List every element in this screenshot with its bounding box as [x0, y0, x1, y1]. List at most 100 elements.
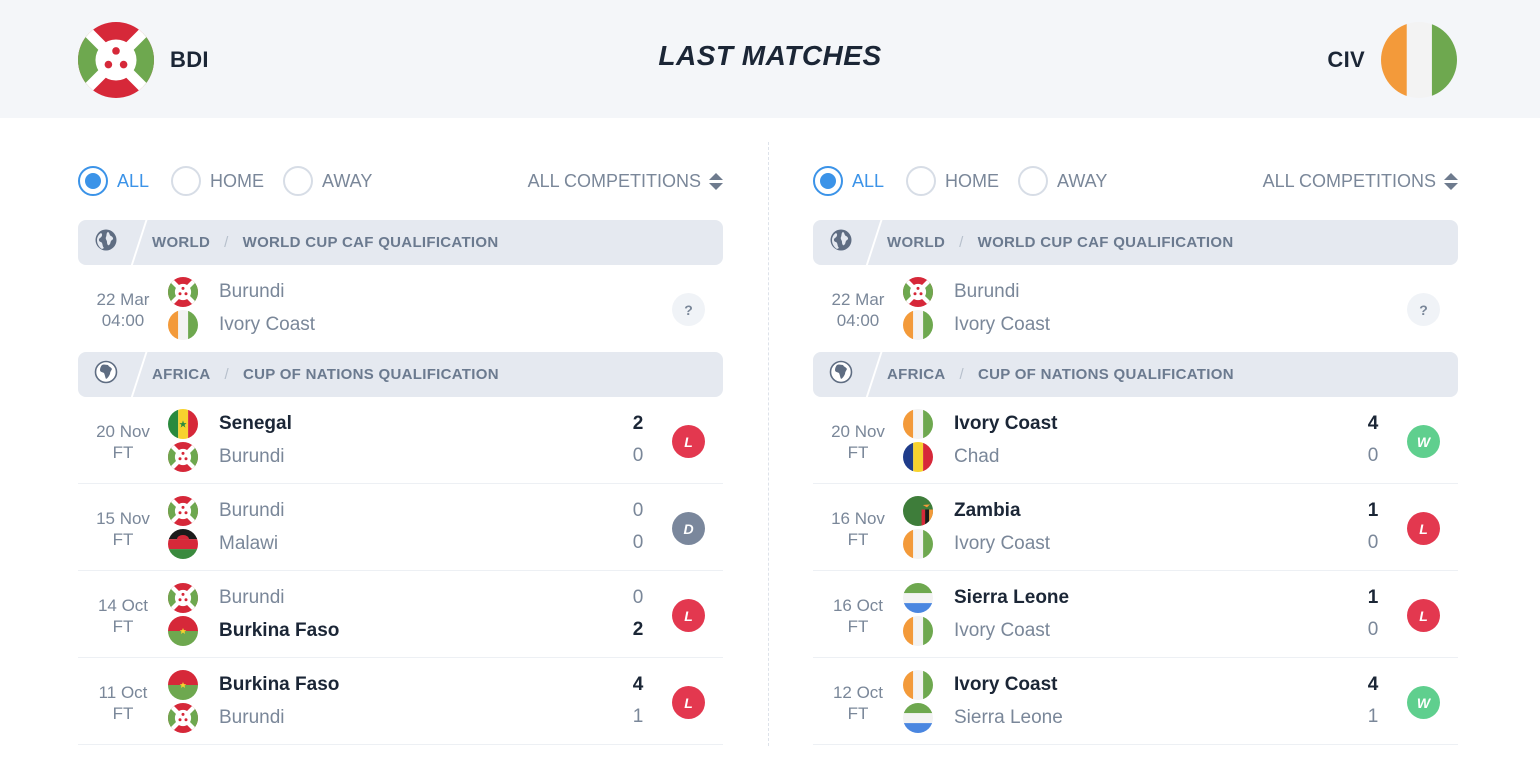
match-team-2: Burkina Faso [168, 616, 339, 646]
match-list-africa: 20 Nov FT Senegal Burundi 2 0 L 15 Nov FT … [78, 397, 723, 745]
match-row[interactable]: 15 Nov FT Burundi Malawi 0 0 D [78, 484, 723, 571]
match-filters: ALL HOME AWAY ALL COMPETITIONS [78, 140, 723, 220]
competition-header-world[interactable]: WORLD / WORLD CUP CAF QUALIFICATION [813, 220, 1458, 265]
away-last-matches-panel: ALL HOME AWAY ALL COMPETITIONS WORLD / W… [813, 140, 1458, 745]
team-1-score: 1 [1367, 587, 1379, 608]
match-team-2: Ivory Coast [903, 616, 1050, 646]
ivory-coast-flag-icon [903, 670, 933, 700]
sort-arrows-icon [1444, 173, 1458, 190]
match-team-2: Malawi [168, 529, 278, 559]
match-row[interactable]: 12 Oct FT Ivory Coast Sierra Leone 4 1 W [813, 658, 1458, 745]
match-date: 20 Nov FT [831, 422, 885, 462]
team-name: Ivory Coast [954, 533, 1051, 554]
competition-select[interactable]: ALL COMPETITIONS [1263, 171, 1458, 192]
team-1-score: 4 [632, 674, 644, 695]
sierra-leone-flag-icon [903, 703, 933, 733]
away-team[interactable]: CIV [1327, 22, 1457, 98]
match-date: 12 Oct FT [832, 683, 884, 723]
competition-region: AFRICA [152, 366, 211, 383]
result-badge: D [672, 512, 705, 545]
filter-away-label: AWAY [322, 170, 373, 191]
team-1-score: 0 [632, 587, 644, 608]
team-name: Burundi [219, 281, 285, 302]
radio-circle[interactable] [813, 166, 843, 196]
result-badge: L [672, 686, 705, 719]
team-name: Ivory Coast [219, 314, 316, 335]
competition-region: WORLD [887, 234, 946, 251]
senegal-flag-icon [168, 409, 198, 439]
result-badge: W [1407, 686, 1440, 719]
match-date: 11 Oct FT [98, 683, 148, 723]
team-name: Burundi [219, 707, 285, 728]
match-list-world: 22 Mar 04:00 Burundi Ivory Coast ? [78, 265, 723, 352]
filter-home-label: HOME [210, 170, 264, 191]
match-date: 16 Oct FT [832, 596, 884, 636]
competition-header-africa[interactable]: AFRICA / CUP OF NATIONS QUALIFICATION [813, 352, 1458, 397]
burundi-flag-icon [78, 22, 154, 98]
team-name: Chad [954, 446, 1000, 467]
radio-circle[interactable] [906, 166, 936, 196]
match-team-1: Burundi [168, 583, 285, 613]
team-name: Burundi [219, 446, 285, 467]
competition-header-world[interactable]: WORLD / WORLD CUP CAF QUALIFICATION [78, 220, 723, 265]
radio-circle[interactable] [78, 166, 108, 196]
team-name: Senegal [219, 413, 292, 434]
team-name: Ivory Coast [954, 620, 1051, 641]
team-name: Burkina Faso [219, 674, 340, 695]
team-2-score: 0 [632, 532, 644, 553]
result-badge: L [1407, 512, 1440, 545]
competition-header-africa[interactable]: AFRICA / CUP OF NATIONS QUALIFICATION [78, 352, 723, 397]
result-badge: L [672, 599, 705, 632]
competition-select[interactable]: ALL COMPETITIONS [528, 171, 723, 192]
match-date: 22 Mar 04:00 [96, 290, 150, 330]
radio-circle[interactable] [1018, 166, 1048, 196]
match-row[interactable]: 22 Mar 04:00 Burundi Ivory Coast ? [78, 265, 723, 352]
match-date: 20 Nov FT [96, 422, 150, 462]
sort-arrows-icon [709, 173, 723, 190]
match-date: 22 Mar 04:00 [831, 290, 885, 330]
match-row[interactable]: 22 Mar 04:00 Burundi Ivory Coast ? [813, 265, 1458, 352]
match-team-1: Burundi [168, 277, 285, 307]
team-2-score: 2 [632, 619, 644, 640]
match-team-1: Burundi [168, 496, 285, 526]
team-name: Burundi [954, 281, 1020, 302]
radio-circle[interactable] [283, 166, 313, 196]
home-team-code: BDI [170, 47, 209, 72]
filter-all-radio[interactable]: ALL [78, 166, 149, 196]
home-team[interactable]: BDI [78, 22, 209, 98]
burundi-flag-icon [168, 703, 198, 733]
match-row[interactable]: 20 Nov FT Ivory Coast Chad 4 0 W [813, 397, 1458, 484]
team-2-score: 0 [1367, 532, 1379, 553]
filter-home-radio[interactable]: HOME [171, 166, 264, 196]
filter-all-radio[interactable]: ALL [813, 166, 884, 196]
ivory-coast-flag-icon [168, 310, 198, 340]
away-team-code: CIV [1327, 47, 1365, 72]
match-team-2: Ivory Coast [903, 529, 1050, 559]
competition-select-label: ALL COMPETITIONS [527, 171, 701, 191]
match-row[interactable]: 16 Oct FT Sierra Leone Ivory Coast 1 0 L [813, 571, 1458, 658]
result-badge: ? [1407, 293, 1440, 326]
competition-select-label: ALL COMPETITIONS [1262, 171, 1436, 191]
match-row[interactable]: 11 Oct FT Burkina Faso Burundi 4 1 L [78, 658, 723, 745]
filter-away-radio[interactable]: AWAY [283, 166, 372, 196]
competition-region: AFRICA [887, 366, 946, 383]
match-team-2: Burundi [168, 442, 285, 472]
chad-flag-icon [903, 442, 933, 472]
competition-name: CUP OF NATIONS QUALIFICATION [242, 366, 499, 383]
match-row[interactable]: 20 Nov FT Senegal Burundi 2 0 L [78, 397, 723, 484]
burundi-flag-icon [168, 583, 198, 613]
burkina-faso-flag-icon [168, 670, 198, 700]
match-row[interactable]: 16 Nov FT Zambia Ivory Coast 1 0 L [813, 484, 1458, 571]
breadcrumb-separator: / [959, 366, 964, 383]
breadcrumb-separator: / [959, 234, 964, 251]
radio-circle[interactable] [171, 166, 201, 196]
filter-home-radio[interactable]: HOME [906, 166, 999, 196]
result-badge: W [1407, 425, 1440, 458]
filter-away-radio[interactable]: AWAY [1018, 166, 1107, 196]
match-team-1: Ivory Coast [903, 409, 1057, 439]
team-2-score: 1 [632, 706, 644, 727]
match-row[interactable]: 14 Oct FT Burundi Burkina Faso 0 2 L [78, 571, 723, 658]
match-team-1: Senegal [168, 409, 292, 439]
competition-name: CUP OF NATIONS QUALIFICATION [977, 366, 1234, 383]
team-2-score: 0 [632, 445, 644, 466]
